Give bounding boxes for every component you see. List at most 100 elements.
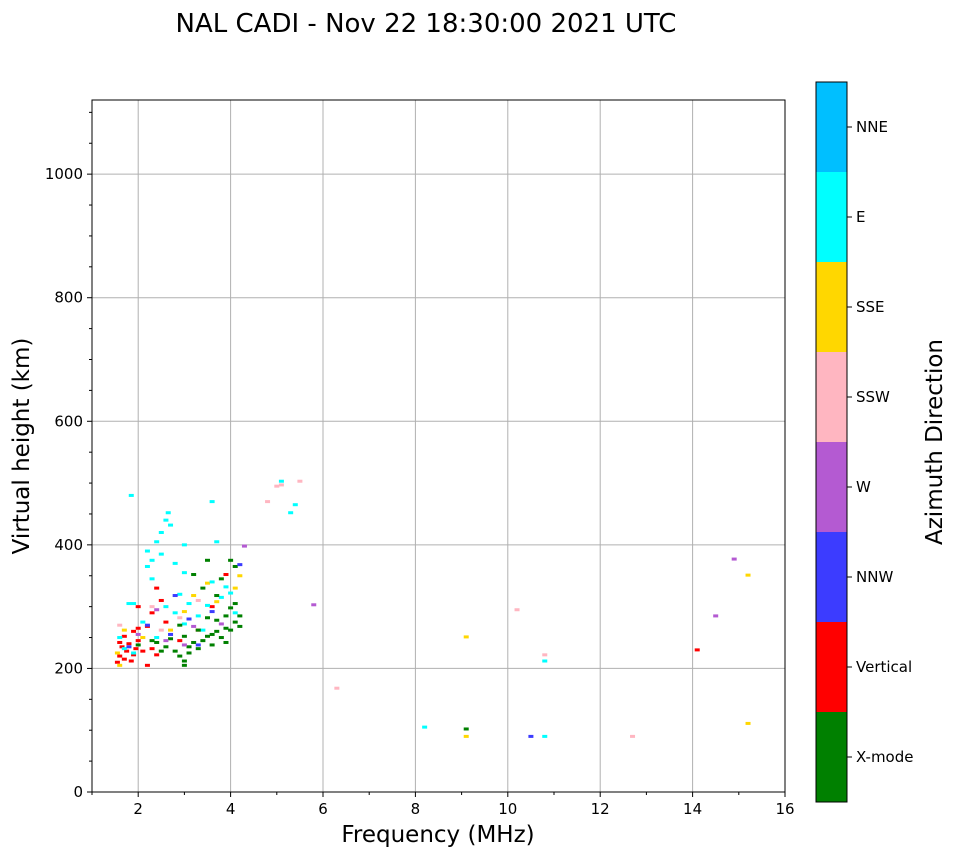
data-point — [121, 657, 127, 661]
data-point — [131, 651, 137, 655]
x-axis: 2 4 6 8 10 12 14 16 — [91, 792, 795, 818]
data-point — [177, 616, 183, 620]
data-point — [126, 642, 132, 646]
data-point — [228, 628, 234, 632]
data-point — [713, 614, 719, 618]
data-point — [181, 610, 187, 614]
data-point — [241, 544, 247, 548]
data-point — [694, 648, 700, 652]
data-point — [209, 500, 215, 504]
data-point — [228, 558, 234, 562]
colorbar-label: Azimuth Direction — [922, 339, 948, 545]
data-point — [288, 511, 294, 515]
data-point — [542, 734, 548, 738]
data-point — [223, 626, 229, 630]
y-tick-label: 200 — [54, 659, 83, 677]
data-point — [195, 628, 201, 632]
data-point — [218, 622, 224, 626]
data-point — [191, 594, 197, 598]
x-tick-label: 4 — [226, 800, 236, 818]
data-point — [311, 603, 317, 607]
colorbar-tick-label: X-mode — [856, 748, 913, 766]
data-point — [232, 620, 238, 624]
data-point — [135, 605, 141, 609]
data-point — [172, 611, 178, 615]
data-point — [117, 640, 123, 644]
data-point — [133, 647, 139, 651]
data-point — [177, 623, 183, 627]
data-point — [186, 651, 192, 655]
data-point — [119, 645, 125, 649]
data-point — [232, 564, 238, 568]
data-point — [114, 660, 120, 664]
data-point — [131, 602, 137, 606]
data-point — [114, 651, 120, 655]
colorbar-tick-label: SSE — [856, 298, 885, 316]
data-point — [158, 628, 164, 632]
data-point — [181, 634, 187, 638]
data-point — [237, 614, 243, 618]
data-point — [117, 623, 123, 627]
data-point — [463, 727, 469, 731]
colorbar-segment — [816, 172, 847, 262]
colorbar-segment — [816, 442, 847, 532]
data-point — [200, 639, 206, 643]
data-point — [149, 605, 155, 609]
data-point — [149, 577, 155, 581]
grid — [92, 100, 786, 793]
data-point — [165, 511, 171, 515]
data-point — [218, 595, 224, 599]
data-point — [195, 647, 201, 651]
data-point — [181, 643, 187, 647]
data-point — [126, 645, 132, 649]
y-tick-label: 1000 — [45, 165, 83, 183]
data-point — [186, 617, 192, 621]
data-point — [140, 620, 146, 624]
data-point — [128, 659, 134, 663]
data-point — [149, 647, 155, 651]
data-point — [168, 637, 174, 641]
data-point — [195, 598, 201, 602]
plot-frame — [91, 99, 786, 793]
x-tick-label: 14 — [683, 800, 702, 818]
data-point — [232, 611, 238, 615]
data-point — [209, 605, 215, 609]
data-point — [117, 636, 123, 640]
data-point — [209, 643, 215, 647]
data-point — [135, 626, 141, 630]
y-tick-label: 0 — [73, 783, 83, 801]
data-point — [126, 602, 132, 606]
colorbar-tick-label: SSW — [856, 388, 890, 406]
data-point — [177, 592, 183, 596]
data-point — [205, 581, 210, 585]
data-point — [117, 663, 123, 667]
data-point — [191, 640, 197, 644]
data-point — [528, 734, 534, 738]
data-point — [228, 606, 234, 610]
data-point — [149, 611, 155, 615]
data-point — [181, 622, 187, 626]
colorbar-tick-label: NNE — [856, 118, 888, 136]
data-point — [163, 518, 169, 522]
data-point — [195, 643, 201, 647]
data-point — [214, 629, 220, 633]
data-point — [163, 605, 169, 609]
data-point — [218, 636, 224, 640]
data-point — [154, 608, 160, 612]
data-point — [205, 634, 210, 638]
x-tick-label: 8 — [411, 800, 421, 818]
data-point — [172, 649, 178, 653]
data-point — [149, 558, 155, 562]
data-point — [168, 523, 174, 527]
data-point — [121, 634, 127, 638]
data-point — [278, 479, 284, 483]
x-tick-label: 6 — [318, 800, 328, 818]
data-point — [237, 563, 243, 567]
x-axis-label: Frequency (MHz) — [341, 822, 534, 848]
data-point — [144, 623, 150, 627]
data-point — [214, 540, 220, 544]
data-point — [191, 624, 197, 628]
data-point — [205, 558, 210, 562]
data-point — [158, 531, 164, 534]
data-point — [274, 484, 280, 488]
